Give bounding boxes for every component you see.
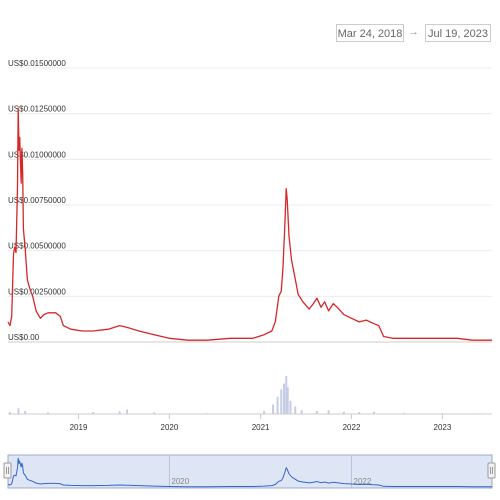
volume-bar [24, 410, 27, 414]
volume-bar [276, 396, 279, 414]
x-tick-label: 2020 [161, 423, 179, 432]
y-tick-label: US$0.00 [8, 333, 40, 342]
date-range-from-input[interactable]: Mar 24, 2018 [336, 24, 404, 42]
volume-bar [126, 409, 129, 414]
navigator-handle-right[interactable] [487, 462, 496, 479]
navigator-tick-label: 2022 [354, 477, 372, 486]
volume-bar [342, 411, 345, 414]
x-tick-label: 2021 [252, 423, 270, 432]
volume-bar [17, 408, 20, 414]
y-axis-labels: US$0.01500000 US$0.01250000 US$0.01000000 U… [8, 59, 66, 342]
x-axis-labels: 2019 2020 2021 2022 2023 [70, 414, 452, 432]
volume-bar [372, 411, 375, 414]
x-tick-label: 2023 [434, 423, 452, 432]
navigator-selected-range[interactable] [7, 454, 493, 489]
volume-bar [118, 411, 121, 414]
volume-bar [263, 410, 266, 414]
price-series-line [7, 107, 492, 341]
volume-bar [289, 400, 292, 414]
volume-bar [286, 387, 289, 414]
navigator-series-line [7, 457, 492, 488]
navigator-handle-left[interactable] [3, 462, 12, 479]
volume-bar [300, 410, 303, 414]
volume-bar [294, 406, 297, 414]
volume-bar [327, 410, 330, 414]
y-tick-label: US$0.00750000 [8, 196, 66, 205]
navigator-tick-label: 2020 [171, 477, 189, 486]
date-range-arrow-icon: → [408, 26, 419, 38]
date-range-to-input[interactable]: Jul 19, 2023 [425, 24, 491, 42]
volume-bar [403, 412, 406, 414]
x-tick-label: 2019 [70, 423, 88, 432]
navigator[interactable]: 2020 2022 [3, 454, 496, 489]
y-tick-label: US$0.00250000 [8, 287, 66, 296]
x-tick-label: 2022 [343, 423, 361, 432]
volume-bar [272, 404, 275, 414]
volume-bar [283, 383, 286, 414]
volume-bar [47, 412, 50, 414]
volume-bar [92, 412, 95, 414]
grid-layer [8, 67, 492, 343]
volume-histogram [8, 376, 482, 414]
volume-bar [285, 376, 288, 414]
volume-bar [8, 412, 11, 414]
y-tick-label: US$0.01500000 [8, 59, 66, 68]
navigator-tick-labels: 2020 2022 [168, 455, 372, 488]
y-tick-label: US$0.01250000 [8, 105, 66, 114]
volume-bar [280, 389, 283, 414]
volume-bar [315, 410, 318, 414]
volume-bar [153, 412, 156, 414]
y-tick-label: US$0.00500000 [8, 242, 66, 251]
volume-bar [358, 412, 361, 414]
y-tick-label: US$0.01000000 [8, 150, 66, 159]
